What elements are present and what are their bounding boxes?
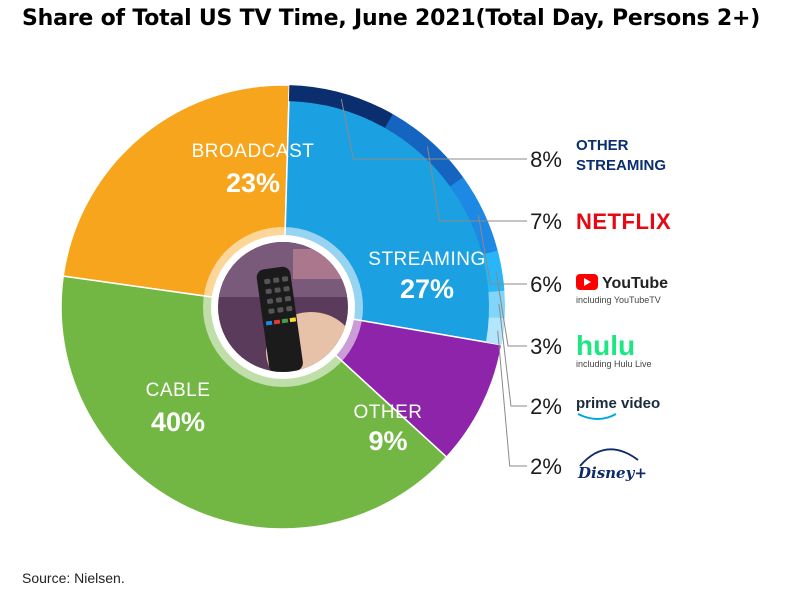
logo-other-streaming-line2: STREAMING	[576, 157, 666, 174]
service-percent: 6%	[530, 272, 562, 297]
service-percent: 3%	[530, 334, 562, 359]
segment-value-streaming: 27%	[400, 274, 454, 304]
ring-band-prime-video	[488, 290, 506, 318]
ring-band-netflix	[385, 114, 464, 187]
logo-other-streaming-line1: OTHER	[576, 137, 629, 154]
segment-label-other: OTHER	[354, 402, 423, 423]
ring-band-youtube	[450, 177, 498, 255]
ring-band-hulu	[482, 250, 505, 292]
segment-label-broadcast: BROADCAST	[192, 141, 315, 162]
segment-label-streaming: STREAMING	[368, 249, 485, 270]
logo-disney-plus: Disney+	[577, 464, 647, 482]
leader-line	[495, 271, 527, 347]
logo-prime-video: prime video	[576, 395, 660, 412]
leader-line	[477, 214, 527, 285]
chart-title: Share of Total US TV Time, June 2021(Tot…	[22, 6, 761, 31]
ring-band-disney-	[485, 317, 505, 345]
segment-labels: BROADCAST 23% STREAMING 27% OTHER 9% CABLE 40%	[146, 141, 486, 456]
logo-netflix: NETFLIX	[576, 209, 671, 234]
leader-line	[498, 304, 527, 407]
leader-line	[340, 98, 527, 160]
segment-value-broadcast: 23%	[226, 168, 280, 198]
breakdown-percentages: 8% 7% 6% 3% 2% 2%	[530, 147, 562, 479]
pie-slice-cable	[60, 275, 448, 530]
center-hub	[203, 227, 363, 387]
source-note: Source: Nielsen.	[22, 570, 125, 586]
logo-youtube-subtitle: including YouTubeTV	[576, 295, 661, 305]
segment-label-cable: CABLE	[146, 380, 211, 401]
logo-youtube: YouTube	[602, 275, 668, 292]
logo-hulu: hulu	[576, 330, 635, 361]
leader-line	[426, 146, 527, 222]
service-logos: OTHER STREAMING NETFLIX YouTube including Yo…	[576, 137, 671, 482]
service-percent: 7%	[530, 209, 562, 234]
disney-arc-icon	[579, 448, 639, 467]
segment-value-cable: 40%	[151, 407, 205, 437]
segment-value-other: 9%	[368, 426, 407, 456]
logo-hulu-subtitle: including Hulu Live	[576, 359, 652, 369]
prime-smile-icon	[577, 413, 617, 420]
streaming-ring	[288, 85, 506, 345]
service-percent: 8%	[530, 147, 562, 172]
leader-line	[497, 330, 527, 467]
service-percent: 2%	[530, 454, 562, 479]
service-percent: 2%	[530, 394, 562, 419]
ring-band-other-streaming	[288, 85, 393, 129]
leader-lines	[340, 98, 527, 467]
